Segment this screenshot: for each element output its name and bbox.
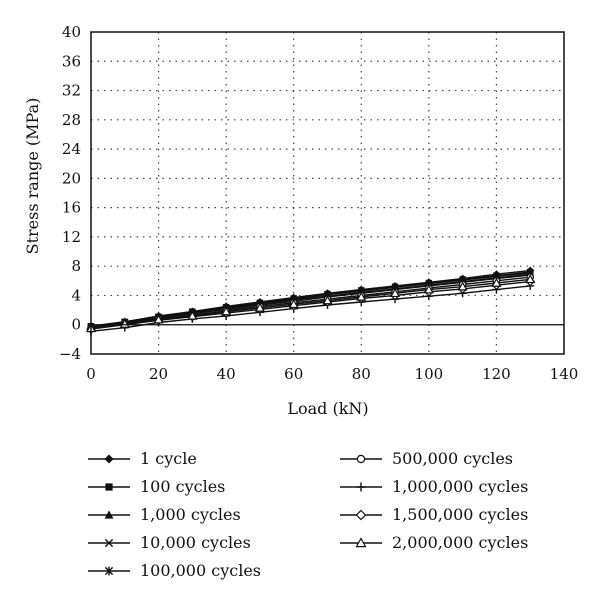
x-tick-label: 140 [550,365,579,383]
data-point [153,314,164,324]
y-tick-label: 28 [62,111,81,129]
x-tick-label: 40 [217,365,236,383]
legend-marker [104,538,114,548]
series-line [90,278,531,330]
series-line [90,274,531,328]
legend-item: 2,000,000 cycles [340,533,528,552]
data-point [322,295,333,305]
legend-label: 100 cycles [140,477,225,496]
y-tick-label: 0 [71,316,81,334]
legend-marker [355,537,367,548]
legend-label: 2,000,000 cycles [392,533,528,552]
legend-label: 10,000 cycles [140,533,251,552]
series-line [90,285,531,332]
data-point [525,274,536,284]
legend-label: 1,000 cycles [140,505,241,524]
legend-label: 1 cycle [140,449,197,468]
data-point [119,318,130,328]
legend-label: 500,000 cycles [392,449,513,468]
legend-item: 1,500,000 cycles [340,505,528,524]
legend-item: 1 cycle [88,449,197,468]
grid [91,32,564,354]
legend-item: 100 cycles [88,477,225,496]
legend-marker [105,483,113,491]
legend-label: 1,500,000 cycles [392,505,528,524]
y-tick-label: 16 [62,199,81,217]
y-tick-labels: −4 0 4 8 12 16 20 24 28 32 36 40 [59,23,81,363]
x-tick-label: 80 [352,365,371,383]
data-point [423,284,434,294]
legend-marker [356,482,366,492]
data-point [254,302,265,312]
x-axis-title: Load (kN) [287,399,368,418]
legend-item: 1,000,000 cycles [340,477,528,496]
x-tick-label: 0 [86,365,96,383]
x-tick-label: 100 [415,365,444,383]
legend-item: 100,000 cycles [88,561,261,580]
data-point [221,306,232,316]
data-point [288,299,299,309]
y-tick-label: 32 [62,82,81,100]
legend-label: 100,000 cycles [140,561,261,580]
legend-marker [104,510,114,519]
data-point [457,281,468,291]
y-tick-label: 12 [62,228,81,246]
y-tick-label: 20 [62,169,81,187]
y-tick-label: 8 [71,257,81,275]
legend: 1 cycle 100 cycles 1,000 cycles 10,000 cycl… [88,449,528,580]
y-tick-label: 24 [62,140,81,158]
legend-label: 1,000,000 cycles [392,477,528,496]
legend-marker [104,566,114,576]
plot-frame [90,31,565,355]
legend-marker [104,454,114,464]
series-lines [85,266,536,336]
data-point [390,288,401,298]
x-tick-label: 20 [149,365,168,383]
x-tick-label: 120 [482,365,511,383]
x-tick-label: 60 [284,365,303,383]
y-tick-label: −4 [59,345,81,363]
legend-item: 500,000 cycles [340,449,513,468]
series-line [90,280,531,330]
legend-item: 1,000 cycles [88,505,241,524]
legend-marker [356,454,366,464]
data-point [187,310,198,320]
y-axis-title: Stress range (MPa) [23,98,42,255]
x-tick-labels: 0 20 40 60 80 100 120 140 [86,365,578,383]
legend-marker [355,509,367,521]
y-tick-label: 40 [62,23,81,41]
data-point [491,277,502,287]
series-9 [85,274,536,333]
y-tick-label: 36 [62,52,81,70]
y-tick-label: 4 [71,286,81,304]
legend-item: 10,000 cycles [88,533,251,552]
data-point [356,291,367,301]
